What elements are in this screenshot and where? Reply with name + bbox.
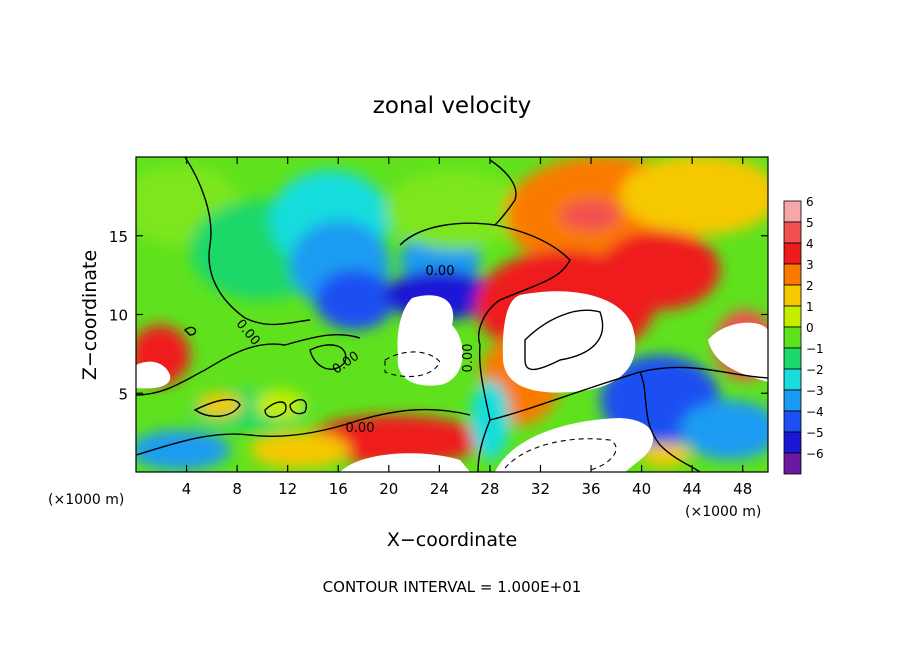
- colorbar-label: −2: [806, 363, 824, 377]
- colorbar-label: 6: [806, 195, 814, 209]
- chart-title: zonal velocity: [373, 93, 531, 119]
- colorbar-label: 4: [806, 237, 814, 251]
- x-tick-label: 24: [430, 480, 449, 498]
- colorbar-label: −5: [806, 426, 824, 440]
- colorbar-label: 3: [806, 258, 814, 272]
- x-tick-label: 12: [278, 480, 297, 498]
- colorbar-swatch: [783, 263, 802, 286]
- colorbar-swatch: [783, 368, 802, 391]
- contour-interval-footer: CONTOUR INTERVAL = 1.000E+01: [323, 578, 582, 596]
- x-axis-ticks: 4 8 12 16 20 24 28 32 36 40 44 48: [182, 157, 752, 498]
- y-axis-label: Z−coordinate: [79, 250, 101, 380]
- x-axis-unit-right: (×1000 m): [685, 504, 761, 520]
- x-tick-label: 20: [379, 480, 398, 498]
- colorbar-label: −6: [806, 447, 824, 461]
- x-tick-label: 8: [232, 480, 242, 498]
- contour-label: 0.00: [426, 264, 455, 279]
- colorbar-label: −4: [806, 405, 824, 419]
- x-tick-label: 44: [683, 480, 702, 498]
- colorbar-swatch: [783, 452, 802, 475]
- y-tick-label: 10: [109, 307, 128, 325]
- x-axis-unit-left: (×1000 m): [48, 492, 124, 508]
- colorbar-label: 5: [806, 216, 814, 230]
- contour-label: 0.00: [461, 344, 476, 373]
- colorbar-swatch: [783, 305, 802, 328]
- x-tick-label: 32: [531, 480, 550, 498]
- x-axis-label: X−coordinate: [387, 529, 517, 551]
- colorbar: 6 5 4 3 2 1 0 −1 −2 −3 −4 −5 −6: [783, 195, 824, 475]
- colorbar-swatch: [783, 389, 802, 412]
- x-tick-label: 36: [581, 480, 600, 498]
- x-tick-label: 48: [733, 480, 752, 498]
- contour-label: 0.00: [346, 421, 375, 436]
- heatmap-field: 0.00 0.00 0.00 0.00 0.00: [136, 157, 768, 472]
- colorbar-swatch: [783, 326, 802, 349]
- colorbar-label: −3: [806, 384, 824, 398]
- colorbar-swatch: [783, 284, 802, 307]
- colorbar-swatch: [783, 200, 802, 223]
- colorbar-swatch: [783, 347, 802, 370]
- colorbar-label: 2: [806, 279, 814, 293]
- colorbar-label: −1: [806, 342, 824, 356]
- y-tick-label: 5: [118, 385, 128, 403]
- x-tick-label: 16: [329, 480, 348, 498]
- y-tick-label: 15: [109, 228, 128, 246]
- x-tick-label: 28: [480, 480, 499, 498]
- colorbar-label: 1: [806, 300, 814, 314]
- y-axis-ticks: 5 10 15: [109, 228, 768, 403]
- colorbar-swatch: [783, 431, 802, 454]
- x-tick-label: 40: [632, 480, 651, 498]
- colorbar-swatch: [783, 410, 802, 433]
- x-tick-label: 4: [182, 480, 192, 498]
- colorbar-swatch: [783, 221, 802, 244]
- colorbar-swatch: [783, 242, 802, 265]
- colorbar-label: 0: [806, 321, 814, 335]
